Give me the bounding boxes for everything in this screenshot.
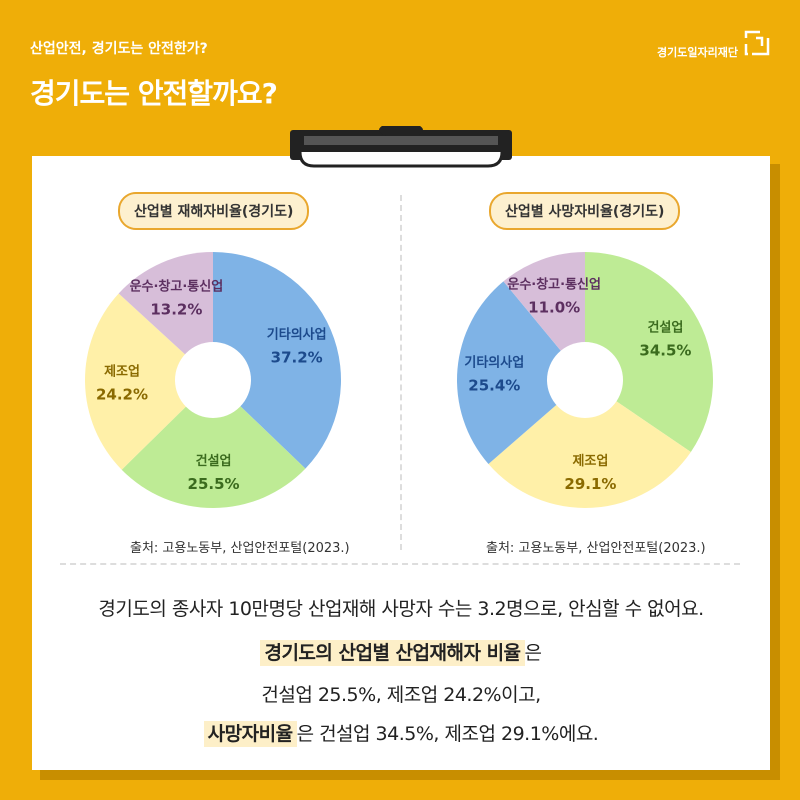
summary-line-2: 경기도의 산업별 산업재해자 비율 은 (32, 638, 770, 666)
chart1-slice-0-value: 37.2% (271, 348, 323, 366)
chart2-slice-3-label: 운수·창고·통신업 (507, 276, 601, 292)
page-title: 경기도는 안전할까요? (30, 77, 278, 110)
chart1-slice-0 (213, 252, 341, 469)
chart2-slice-1 (488, 380, 691, 509)
chart2-source: 출처: 고용노동부, 산업안전포털(2023.) (486, 541, 706, 556)
chart1-slice-2-value: 24.2% (96, 386, 148, 404)
chart1-slice-0-label: 기타의사업 (267, 326, 327, 342)
summary-line-4-rest: 은 건설업 34.5%, 제조업 29.1%에요. (296, 723, 599, 745)
logo-text: 경기도일자리재단 (657, 46, 738, 59)
chart1-slice-3-value: 13.2% (150, 301, 202, 319)
chart2-slice-2-value: 25.4% (468, 377, 520, 395)
chart1-source: 출처: 고용노동부, 산업안전포털(2023.) (130, 541, 350, 556)
chart2-slice-2-label: 기타의사업 (464, 355, 524, 371)
vertical-divider (400, 195, 402, 550)
foundation-logo: 경기도일자리재단 (657, 26, 770, 60)
summary-highlight-1: 경기도의 산업별 산업재해자 비율 (260, 640, 525, 666)
chart2-slice-3-value: 11.0% (528, 298, 580, 316)
chart1-slice-3-label: 운수·창고·통신업 (130, 279, 224, 295)
chart1-slice-2-label: 제조업 (104, 365, 140, 380)
clipboard-clip-icon (290, 126, 512, 168)
summary-highlight-2: 사망자비율 (203, 721, 297, 747)
chart2-slice-1-label: 제조업 (572, 454, 608, 469)
chart1-slice-1 (121, 380, 306, 508)
chart2-title-pill: 산업별 사망자비율(경기도) (489, 192, 681, 230)
chart1-slice-1-label: 건설업 (196, 453, 232, 469)
chart2-slice-2 (456, 281, 585, 465)
chart2-slice-0 (585, 252, 713, 452)
summary-line-2-rest: 은 (524, 642, 542, 664)
chart1-donut-hole (175, 342, 251, 418)
chart1-slice-3 (118, 252, 213, 380)
chart2-slice-1-value: 29.1% (564, 475, 616, 493)
chart2-donut-hole (547, 342, 623, 418)
chart1-slice-1-value: 25.5% (188, 475, 240, 493)
horizontal-divider (60, 563, 740, 565)
chart2-slice-0-label: 건설업 (647, 319, 683, 335)
chart1-slice-2 (85, 293, 213, 470)
page-subtitle: 산업안전, 경기도는 안전한가? (30, 41, 208, 57)
logo-mark-icon (744, 30, 770, 56)
chart2-pie: 건설업 34.5% 제조업 29.1% 기타의사업 25.4% 운수·창고·통신업 11.0% (456, 252, 713, 509)
summary-line-3: 건설업 25.5%, 제조업 24.2%이고, (261, 684, 541, 706)
summary-line-4: 사망자비율 은 건설업 34.5%, 제조업 29.1%에요. (32, 719, 770, 747)
summary-line-1: 경기도의 종사자 10만명당 산업재해 사망자 수는 3.2명으로, 안심할 수… (98, 598, 704, 620)
chart2-slice-0-value: 34.5% (639, 341, 691, 359)
chart1-title-pill: 산업별 재해자비율(경기도) (118, 192, 310, 230)
chart1-pie: 기타의사업 37.2% 건설업 25.5% 제조업 24.2% 운수·창고·통신업 13.2% (85, 252, 341, 508)
